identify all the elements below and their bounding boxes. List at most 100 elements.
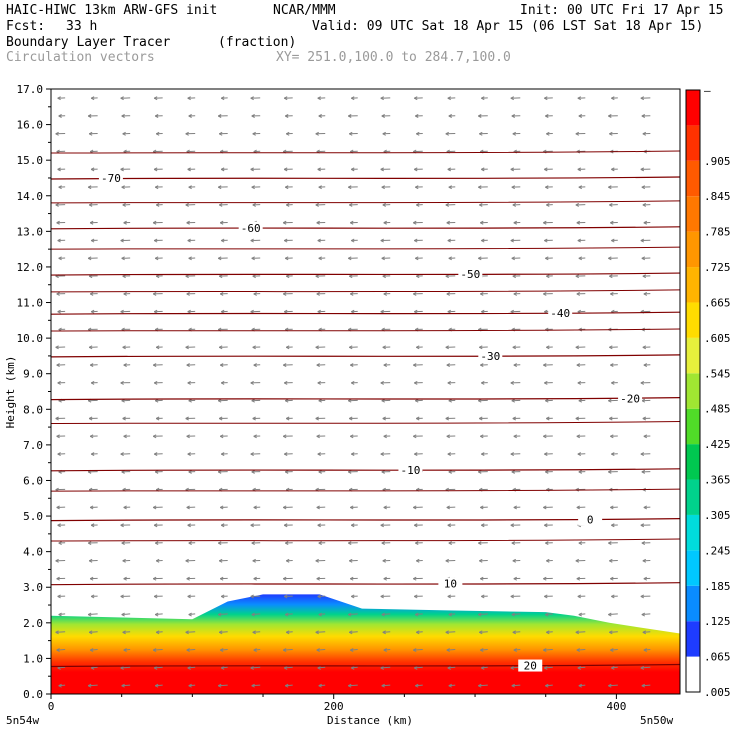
vector-arrowhead (349, 558, 353, 563)
vector-arrowhead (512, 558, 516, 563)
vector-arrowhead (88, 558, 93, 563)
vector-arrowhead (155, 558, 160, 563)
vector-arrowhead (546, 416, 550, 421)
contour-label-bg (618, 392, 643, 405)
vector-arrowhead (543, 434, 547, 439)
vector-arrowhead (282, 291, 287, 296)
vector-arrowhead (414, 594, 418, 599)
vector-arrowhead (317, 452, 321, 457)
vector-arrow (414, 666, 423, 669)
vector-arrowhead (382, 558, 386, 563)
vector-arrowhead (89, 363, 94, 368)
vector-arrowhead (380, 380, 384, 385)
vector-arrowhead (480, 434, 484, 439)
colorbar-label: .785 (704, 226, 731, 239)
vector-arrowhead (317, 380, 321, 385)
vector-arrowhead (511, 469, 515, 474)
vector-arrowhead (185, 345, 189, 350)
vector-arrowhead (577, 452, 582, 457)
y-tick-label: 15.0 (17, 154, 44, 167)
vector-arrowhead (349, 203, 353, 207)
colorbar-swatch (686, 444, 700, 480)
vector-arrowhead (58, 185, 62, 190)
vector-arrowhead (446, 291, 450, 296)
vector-arrowhead (283, 167, 288, 172)
vector-arrowhead (253, 505, 257, 510)
vector-arrowhead (122, 416, 126, 421)
vector-arrowhead (480, 576, 484, 581)
vector-arrowhead (123, 648, 127, 653)
vector-arrowhead (413, 648, 417, 653)
vector-arrowhead (546, 558, 550, 563)
vector-arrowhead (511, 683, 515, 688)
vector-arrowhead (511, 185, 515, 190)
vector-arrowhead (186, 576, 190, 581)
vector-arrowhead (642, 630, 647, 635)
cross-section-coords: XY= 251.0,100.0 to 284.7,100.0 (276, 50, 511, 65)
vector-arrow (608, 684, 618, 687)
vector-arrowhead (218, 630, 223, 635)
vector-arrowhead (155, 630, 160, 635)
vector-arrowhead (282, 434, 287, 439)
vector-arrowhead (152, 363, 157, 368)
vector-arrowhead (351, 665, 355, 670)
contour-label-bg (98, 171, 123, 184)
vector-arrowhead (155, 345, 160, 350)
vector-arrowhead (480, 648, 484, 653)
vector-arrowhead (87, 114, 92, 118)
vector-arrowhead (88, 131, 93, 136)
vector-arrowhead (90, 96, 95, 101)
vector-arrowhead (187, 238, 191, 243)
x-endpoint-right: 5n50w (640, 714, 673, 727)
y-tick-label: 8.0 (23, 403, 43, 416)
contour-label: 0 (587, 514, 594, 527)
vector-arrowhead (416, 558, 420, 563)
vector-arrowhead (546, 345, 550, 350)
vector-arrowhead (318, 114, 322, 118)
vector-arrowhead (187, 452, 191, 457)
colorbar-label: .185 (704, 580, 731, 593)
vector-arrowhead (220, 665, 225, 670)
vector-arrowhead (186, 505, 190, 510)
y-tick-label: 0.0 (23, 688, 43, 701)
vector-arrowhead (640, 96, 645, 101)
vector-arrowhead (219, 220, 224, 225)
vector-arrowhead (55, 630, 59, 635)
vector-arrowhead (351, 594, 355, 599)
y-tick-label: 11.0 (17, 297, 44, 310)
vector-arrowhead (479, 630, 483, 635)
vector-arrowhead (187, 380, 191, 385)
vector-arrowhead (510, 665, 514, 670)
vector-arrowhead (383, 434, 387, 439)
temperature-contour (51, 663, 680, 668)
vector-arrowhead (544, 167, 548, 172)
contour-label-bg (458, 268, 483, 281)
vector-arrow (56, 649, 66, 651)
vector-arrowhead (55, 203, 59, 207)
vector-arrowhead (153, 167, 158, 172)
vector-arrowhead (447, 167, 451, 172)
vector-arrowhead (188, 185, 192, 190)
vector-arrowhead (58, 541, 62, 545)
vector-arrowhead (217, 114, 222, 118)
header-model-title: HAIC-HIWC 13km ARW-GFS init (6, 3, 218, 18)
contour-label-bg (578, 513, 603, 526)
vector-arrowhead (380, 665, 384, 670)
vector-arrowhead (642, 558, 647, 563)
y-tick-label: 17.0 (17, 83, 44, 96)
vector-arrowhead (448, 612, 452, 617)
y-tick-label: 13.0 (17, 225, 44, 238)
vector-arrowhead (510, 380, 514, 385)
vector-arrowhead (351, 167, 355, 172)
vector-arrowhead (316, 505, 320, 510)
vector-arrowhead (220, 167, 225, 172)
vector-arrowhead (642, 345, 647, 350)
vector-arrowhead (643, 291, 648, 296)
vector-arrowhead (348, 683, 352, 688)
vector-arrowhead (448, 541, 452, 545)
vector-arrowhead (543, 291, 547, 296)
vector-arrowhead (380, 452, 384, 457)
vector-arrowhead (480, 363, 484, 368)
vector-arrowhead (413, 363, 417, 368)
contour-label-bg (238, 221, 263, 234)
